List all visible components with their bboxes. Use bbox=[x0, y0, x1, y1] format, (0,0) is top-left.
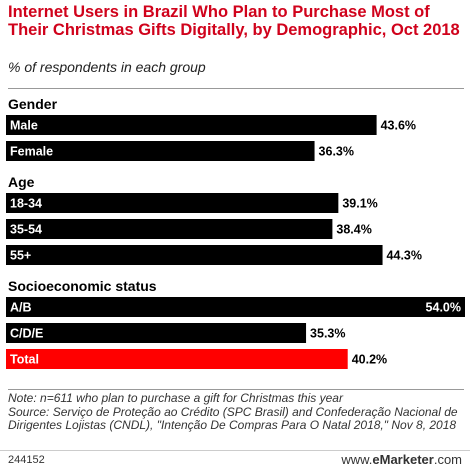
chart-notes: Note: n=611 who plan to purchase a gift … bbox=[8, 391, 464, 433]
bar bbox=[6, 297, 465, 317]
data-label: 35.3% bbox=[310, 327, 345, 341]
bar bbox=[6, 141, 315, 161]
category-label: Female bbox=[10, 145, 53, 159]
brand-logo: www.eMarketer.com bbox=[341, 452, 462, 467]
chart-id: 244152 bbox=[8, 454, 45, 466]
data-label: 44.3% bbox=[387, 249, 422, 263]
data-label: 43.6% bbox=[381, 119, 416, 133]
bar bbox=[6, 245, 383, 265]
category-label: Total bbox=[10, 353, 39, 367]
bar-chart: Gender Male 43.6% Female 36.3% Age 18-34 39.1% 3… bbox=[6, 96, 465, 369]
bar bbox=[6, 349, 348, 369]
category-label: 55+ bbox=[10, 249, 31, 263]
bar bbox=[6, 323, 307, 343]
data-label: 36.3% bbox=[319, 145, 354, 159]
bar bbox=[6, 219, 333, 239]
group-label: Socioeconomic status bbox=[8, 278, 157, 294]
group-label: Gender bbox=[8, 96, 58, 112]
group-label: Age bbox=[8, 174, 35, 190]
category-label: Male bbox=[10, 119, 38, 133]
chart-subtitle: % of respondents in each group bbox=[8, 59, 206, 75]
title-divider bbox=[8, 88, 464, 89]
bottom-divider bbox=[0, 450, 470, 451]
category-label: C/D/E bbox=[10, 327, 43, 341]
footer-divider bbox=[8, 389, 464, 390]
brand-name: eMarketer bbox=[372, 452, 434, 467]
category-label: 35-54 bbox=[10, 223, 42, 237]
category-label: 18-34 bbox=[10, 197, 42, 211]
chart-note: Note: n=611 who plan to purchase a gift … bbox=[8, 391, 343, 405]
chart-title: Internet Users in Brazil Who Plan to Pur… bbox=[8, 3, 460, 39]
brand-prefix: www. bbox=[341, 452, 373, 467]
data-label: 38.4% bbox=[336, 223, 371, 237]
brand-suffix: .com bbox=[433, 452, 462, 467]
data-label: 40.2% bbox=[352, 353, 387, 367]
category-label: A/B bbox=[10, 301, 32, 315]
bar bbox=[6, 115, 377, 135]
data-label: 39.1% bbox=[342, 197, 377, 211]
data-label: 54.0% bbox=[426, 301, 461, 315]
chart-source: Source: Serviço de Proteção ao Crédito (… bbox=[8, 404, 458, 432]
bar bbox=[6, 193, 339, 213]
